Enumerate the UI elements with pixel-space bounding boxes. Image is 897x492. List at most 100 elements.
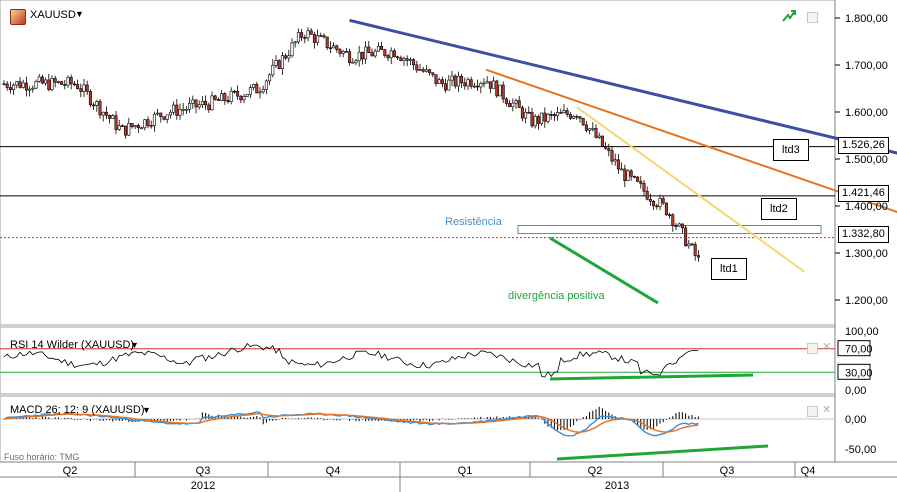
candle-down bbox=[309, 30, 313, 35]
candle-up bbox=[95, 101, 99, 106]
candle-down bbox=[114, 115, 118, 130]
rsi-pane-title[interactable]: RSI 14 Wilder (XAUUSD) bbox=[10, 339, 135, 351]
candle-down bbox=[399, 57, 403, 61]
candle-up bbox=[181, 109, 185, 111]
candle-down bbox=[421, 69, 425, 72]
candle-down bbox=[652, 201, 656, 207]
candle-down bbox=[239, 95, 243, 101]
candle-up bbox=[268, 74, 272, 82]
candle-up bbox=[591, 128, 595, 130]
candle-down bbox=[344, 51, 348, 53]
resistance-annotation: Resistência bbox=[445, 216, 502, 228]
candle-down bbox=[581, 117, 585, 126]
candle-down bbox=[328, 47, 332, 49]
price-axis-tick-label: 1.700,00 bbox=[845, 60, 888, 72]
candle-down bbox=[232, 90, 236, 93]
candle-up bbox=[485, 81, 489, 84]
candle-up bbox=[172, 104, 176, 113]
candle-up bbox=[524, 111, 528, 119]
candle-up bbox=[28, 88, 32, 91]
gold-bar-icon bbox=[10, 9, 26, 25]
candle-down bbox=[664, 202, 668, 215]
candle-down bbox=[645, 190, 649, 200]
candle-down bbox=[520, 107, 524, 119]
rsi-dropdown-caret[interactable]: ▼ bbox=[130, 340, 139, 350]
candle-down bbox=[575, 116, 579, 118]
candle-up bbox=[34, 81, 38, 89]
candle-up bbox=[15, 81, 19, 86]
rsi-divergence-line bbox=[549, 373, 754, 381]
candle-down bbox=[300, 32, 304, 38]
macd-line bbox=[3, 411, 699, 437]
rsi-level-tag bbox=[837, 340, 871, 357]
candle-down bbox=[693, 244, 697, 256]
candle-down bbox=[434, 74, 438, 84]
candle-up bbox=[389, 50, 393, 59]
candle-down bbox=[303, 37, 307, 39]
candle-down bbox=[18, 81, 22, 88]
candle-down bbox=[130, 123, 134, 128]
candle-up bbox=[133, 125, 137, 128]
candle-up bbox=[472, 85, 476, 88]
level-price-tag-ltd2: 1.421,46 bbox=[838, 185, 889, 202]
candle-down bbox=[661, 198, 665, 204]
candle-up bbox=[66, 77, 70, 86]
candle-down bbox=[63, 84, 67, 86]
rsi-pane bbox=[0, 326, 836, 395]
candle-down bbox=[108, 115, 112, 119]
candle-down bbox=[213, 95, 217, 100]
macd-axis-tick-label: -50,00 bbox=[845, 444, 876, 456]
candle-down bbox=[655, 205, 659, 208]
candle-down bbox=[370, 52, 374, 57]
candle-down bbox=[40, 76, 44, 84]
candle-down bbox=[335, 45, 339, 50]
candle-up bbox=[514, 100, 518, 104]
candle-up bbox=[280, 55, 284, 69]
candle-up bbox=[597, 135, 601, 138]
candle-up bbox=[456, 75, 460, 87]
candle-down bbox=[277, 60, 281, 69]
candle-down bbox=[162, 116, 166, 120]
rsi-close-icon[interactable]: ✕ bbox=[822, 341, 832, 353]
macd-pane-title[interactable]: MACD 26; 12; 9 (XAUUSD) bbox=[10, 404, 145, 416]
candle-up bbox=[373, 50, 377, 57]
candle-down bbox=[405, 58, 409, 61]
candle-down bbox=[5, 83, 9, 88]
candle-up bbox=[12, 84, 16, 91]
candle-down bbox=[568, 114, 572, 119]
symbol-label[interactable]: XAUUSD bbox=[30, 9, 76, 21]
candle-down bbox=[383, 49, 387, 56]
candle-down bbox=[636, 176, 640, 182]
macd-close-icon[interactable]: ✕ bbox=[822, 404, 832, 416]
candle-up bbox=[466, 79, 470, 87]
candle-up bbox=[402, 58, 406, 61]
candle-up bbox=[546, 114, 550, 122]
candle-down bbox=[24, 82, 28, 91]
macd-maximize-icon[interactable] bbox=[807, 406, 818, 417]
candle-down bbox=[495, 80, 499, 97]
time-axis-year-label: 2013 bbox=[605, 480, 629, 492]
candle-down bbox=[392, 50, 396, 58]
macd-dropdown-caret[interactable]: ▼ bbox=[142, 405, 151, 415]
candle-up bbox=[357, 51, 361, 62]
candle-down bbox=[680, 223, 684, 229]
rsi-maximize-icon[interactable] bbox=[807, 343, 818, 354]
candle-down bbox=[552, 114, 556, 117]
price-axis-tick-label: 1.200,00 bbox=[845, 295, 888, 307]
candle-up bbox=[117, 125, 121, 130]
candle-up bbox=[293, 41, 297, 44]
candle-down bbox=[8, 87, 12, 91]
price-pane-maximize-icon[interactable] bbox=[807, 12, 818, 23]
price-divergence-line bbox=[549, 236, 659, 305]
candle-down bbox=[325, 36, 329, 48]
symbol-dropdown-caret[interactable]: ▼ bbox=[75, 9, 84, 19]
time-axis-quarter-label: Q2 bbox=[63, 465, 78, 477]
green-trend-arrow-icon[interactable] bbox=[781, 9, 797, 23]
candle-down bbox=[98, 101, 102, 116]
time-axis-quarter-label: Q4 bbox=[326, 465, 341, 477]
candle-down bbox=[53, 78, 57, 83]
candle-up bbox=[197, 104, 201, 108]
candle-down bbox=[671, 214, 675, 226]
rsi-line bbox=[3, 342, 699, 378]
